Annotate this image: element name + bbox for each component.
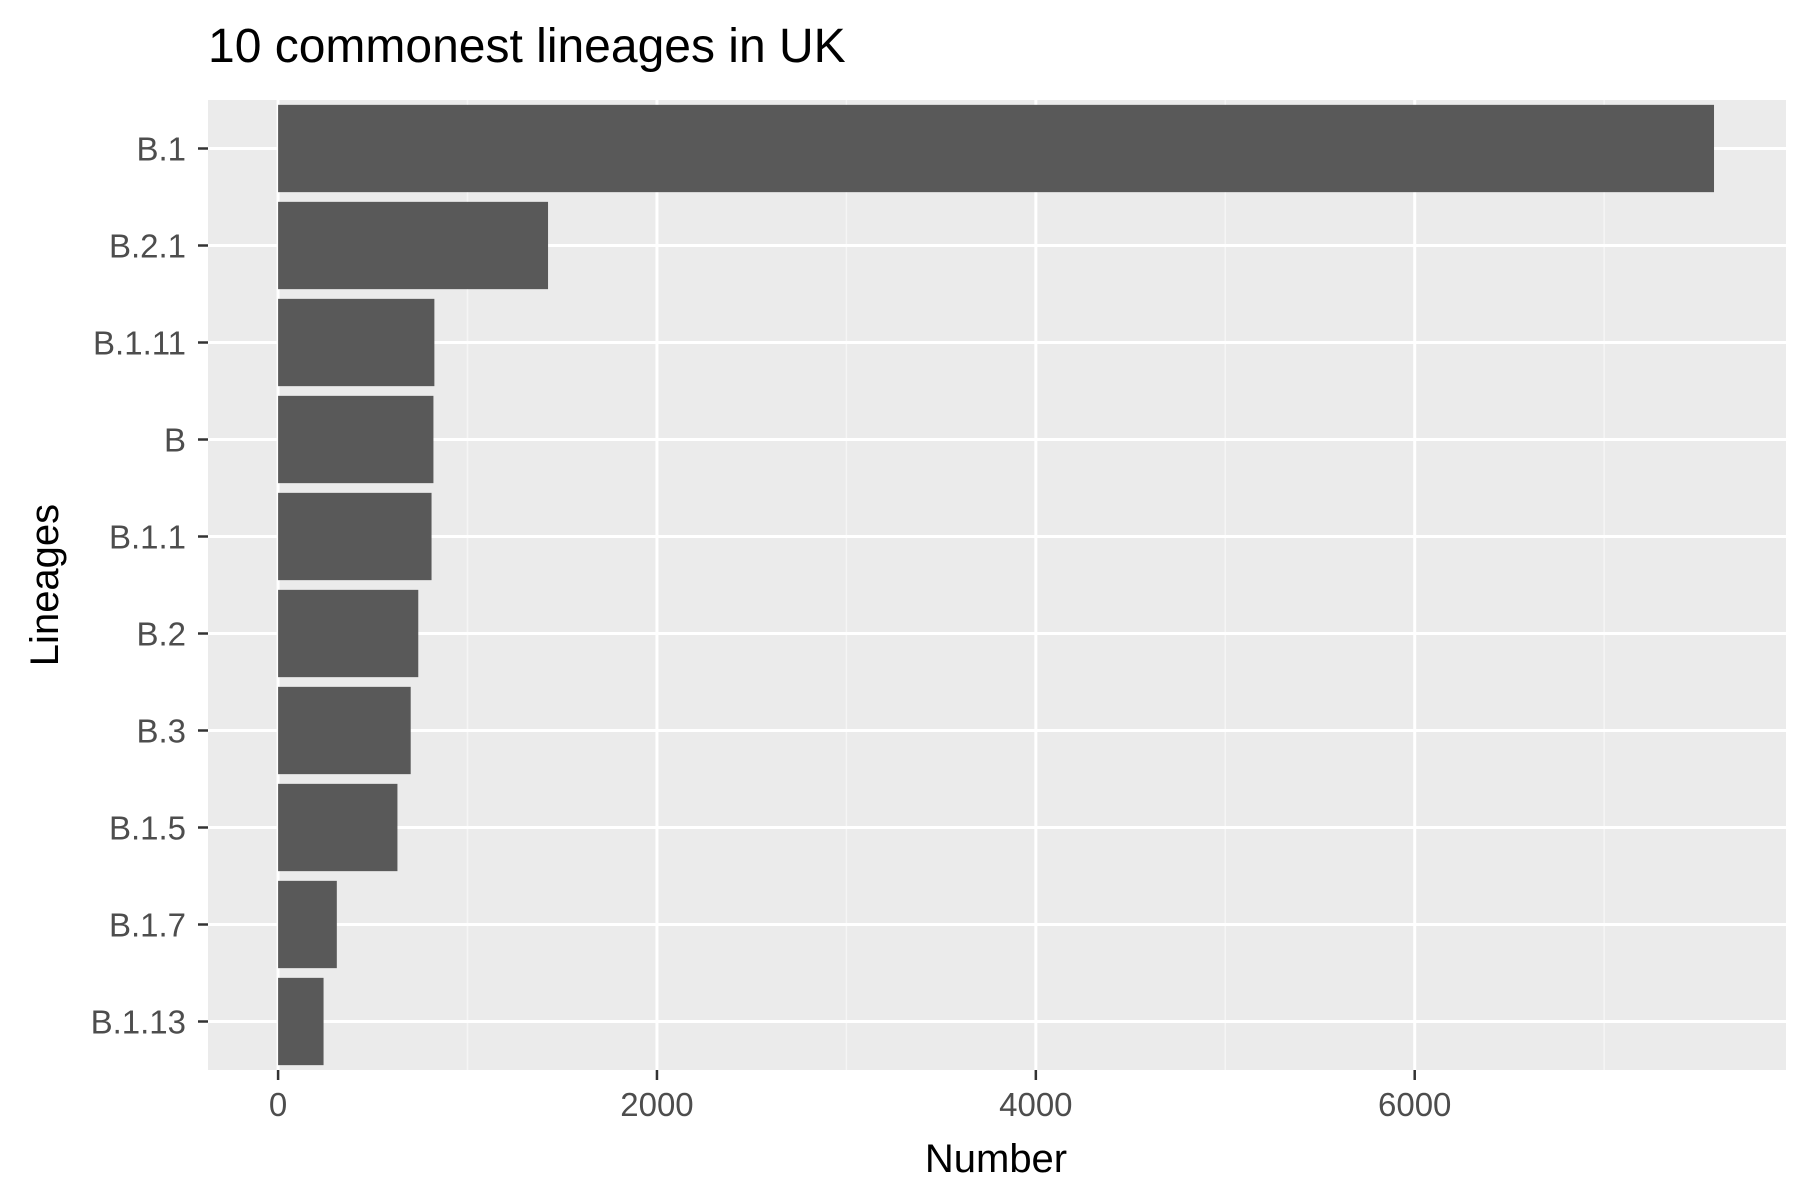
bar-B.1.13 (278, 977, 324, 1066)
x-tick-label: 4000 (999, 1086, 1072, 1123)
x-tick-label: 2000 (620, 1086, 693, 1123)
bar-B.1.1 (278, 492, 432, 581)
bar-B.1.11 (278, 298, 435, 387)
y-tick-label: B.3 (136, 713, 186, 750)
x-tick-label: 6000 (1378, 1086, 1451, 1123)
bars-group (278, 104, 1715, 1066)
x-axis: 0 2000 4000 6000 (269, 1070, 1451, 1123)
x-axis-title: Number (925, 1137, 1067, 1181)
y-axis: B.1 B.2.1 B.1.11 B B.1.1 B.2 B.3 B.1.5 B.1.7 B.1.… (91, 131, 208, 1041)
y-tick-label: B.1 (136, 131, 186, 168)
bar-B.3 (278, 686, 411, 775)
x-tick-label: 0 (269, 1086, 287, 1123)
y-tick-label: B.1.11 (93, 325, 186, 362)
y-tick-label: B.1.5 (109, 810, 186, 847)
bar-B.2.1 (278, 201, 549, 290)
bar-B.2 (278, 589, 419, 678)
y-tick-label: B.1.13 (91, 1004, 186, 1041)
y-axis-title: Lineages (23, 504, 67, 666)
y-tick-label: B (164, 422, 186, 459)
y-tick-label: B.1.1 (109, 519, 186, 556)
bar-B (278, 395, 434, 484)
y-tick-label: B.1.7 (109, 907, 186, 944)
bar-B.1 (278, 104, 1715, 193)
y-tick-label: B.2.1 (109, 228, 186, 265)
y-tick-label: B.2 (136, 616, 186, 653)
chart-title: 10 commonest lineages in UK (208, 20, 846, 73)
bar-B.1.5 (278, 783, 398, 872)
bar-B.1.7 (278, 880, 337, 969)
